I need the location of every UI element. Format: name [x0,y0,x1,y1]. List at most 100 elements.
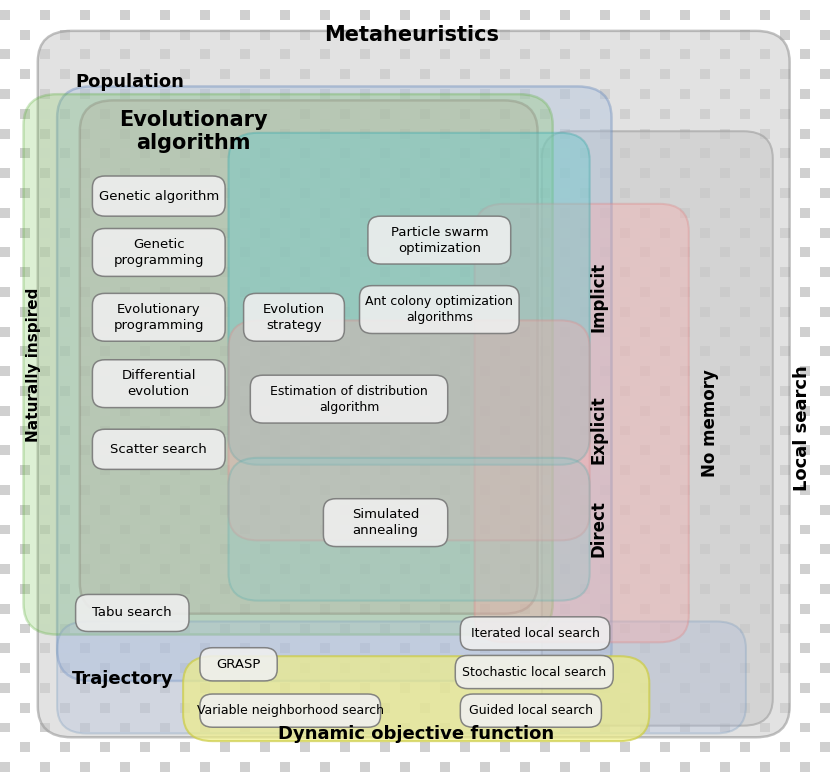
Bar [600,762,610,772]
Bar [280,267,290,277]
Bar [800,683,810,692]
Bar [420,49,430,59]
Bar [540,347,550,357]
Bar [720,89,730,99]
Bar [440,267,450,277]
Bar [20,228,30,238]
Bar [200,643,210,653]
Bar [440,248,450,257]
Bar [760,109,770,119]
Bar [680,228,690,238]
Bar [480,762,490,772]
Bar [200,386,210,396]
Bar [480,49,490,59]
Bar [660,327,670,337]
Bar [660,386,670,396]
Bar [780,366,790,376]
Bar [400,584,410,594]
Bar [480,425,490,435]
Bar [800,89,810,99]
Bar [520,524,530,534]
Bar [60,168,70,178]
Bar [720,683,730,692]
Bar [820,29,830,39]
Bar [640,366,650,376]
Bar [580,148,590,158]
Bar [760,386,770,396]
Bar [280,624,290,634]
Bar [340,129,350,138]
Bar [600,584,610,594]
Bar [340,624,350,634]
Bar [160,544,170,554]
Bar [620,663,630,673]
Bar [400,347,410,357]
Bar [700,663,710,673]
Bar [380,425,390,435]
Bar [360,267,370,277]
Bar [600,306,610,317]
Bar [200,69,210,80]
Bar [220,584,230,594]
Bar [820,347,830,357]
Bar [620,485,630,495]
Bar [60,69,70,80]
Bar [660,663,670,673]
Bar [260,168,270,178]
Bar [140,425,150,435]
Bar [320,347,330,357]
Bar [260,406,270,415]
Bar [200,663,210,673]
FancyBboxPatch shape [92,360,225,408]
Bar [260,287,270,297]
Bar [780,663,790,673]
Bar [540,168,550,178]
Bar [360,703,370,713]
Bar [60,287,70,297]
Bar [120,703,130,713]
Bar [220,762,230,772]
Bar [320,386,330,396]
Bar [360,109,370,119]
Bar [740,10,750,20]
Bar [760,743,770,752]
Bar [560,604,570,614]
Bar [40,327,50,337]
Bar [680,485,690,495]
Text: Implicit: Implicit [589,262,607,332]
Bar [180,129,190,138]
Bar [0,425,10,435]
Bar [320,327,330,337]
Bar [400,544,410,554]
Bar [40,743,50,752]
Bar [180,445,190,455]
Bar [180,208,190,218]
Bar [200,228,210,238]
Bar [420,524,430,534]
Bar [660,683,670,692]
Bar [780,445,790,455]
Bar [380,10,390,20]
Text: GRASP: GRASP [217,658,260,671]
Bar [400,49,410,59]
Bar [760,366,770,376]
Bar [800,228,810,238]
Bar [100,29,110,39]
Bar [520,29,530,39]
Bar [20,564,30,574]
Bar [20,287,30,297]
Bar [240,287,250,297]
Bar [60,584,70,594]
Bar [80,762,90,772]
Bar [420,386,430,396]
Bar [60,306,70,317]
Bar [580,485,590,495]
Bar [640,29,650,39]
Bar [260,10,270,20]
Bar [20,584,30,594]
Bar [680,366,690,376]
Bar [540,643,550,653]
Bar [800,643,810,653]
Bar [400,703,410,713]
Bar [360,604,370,614]
